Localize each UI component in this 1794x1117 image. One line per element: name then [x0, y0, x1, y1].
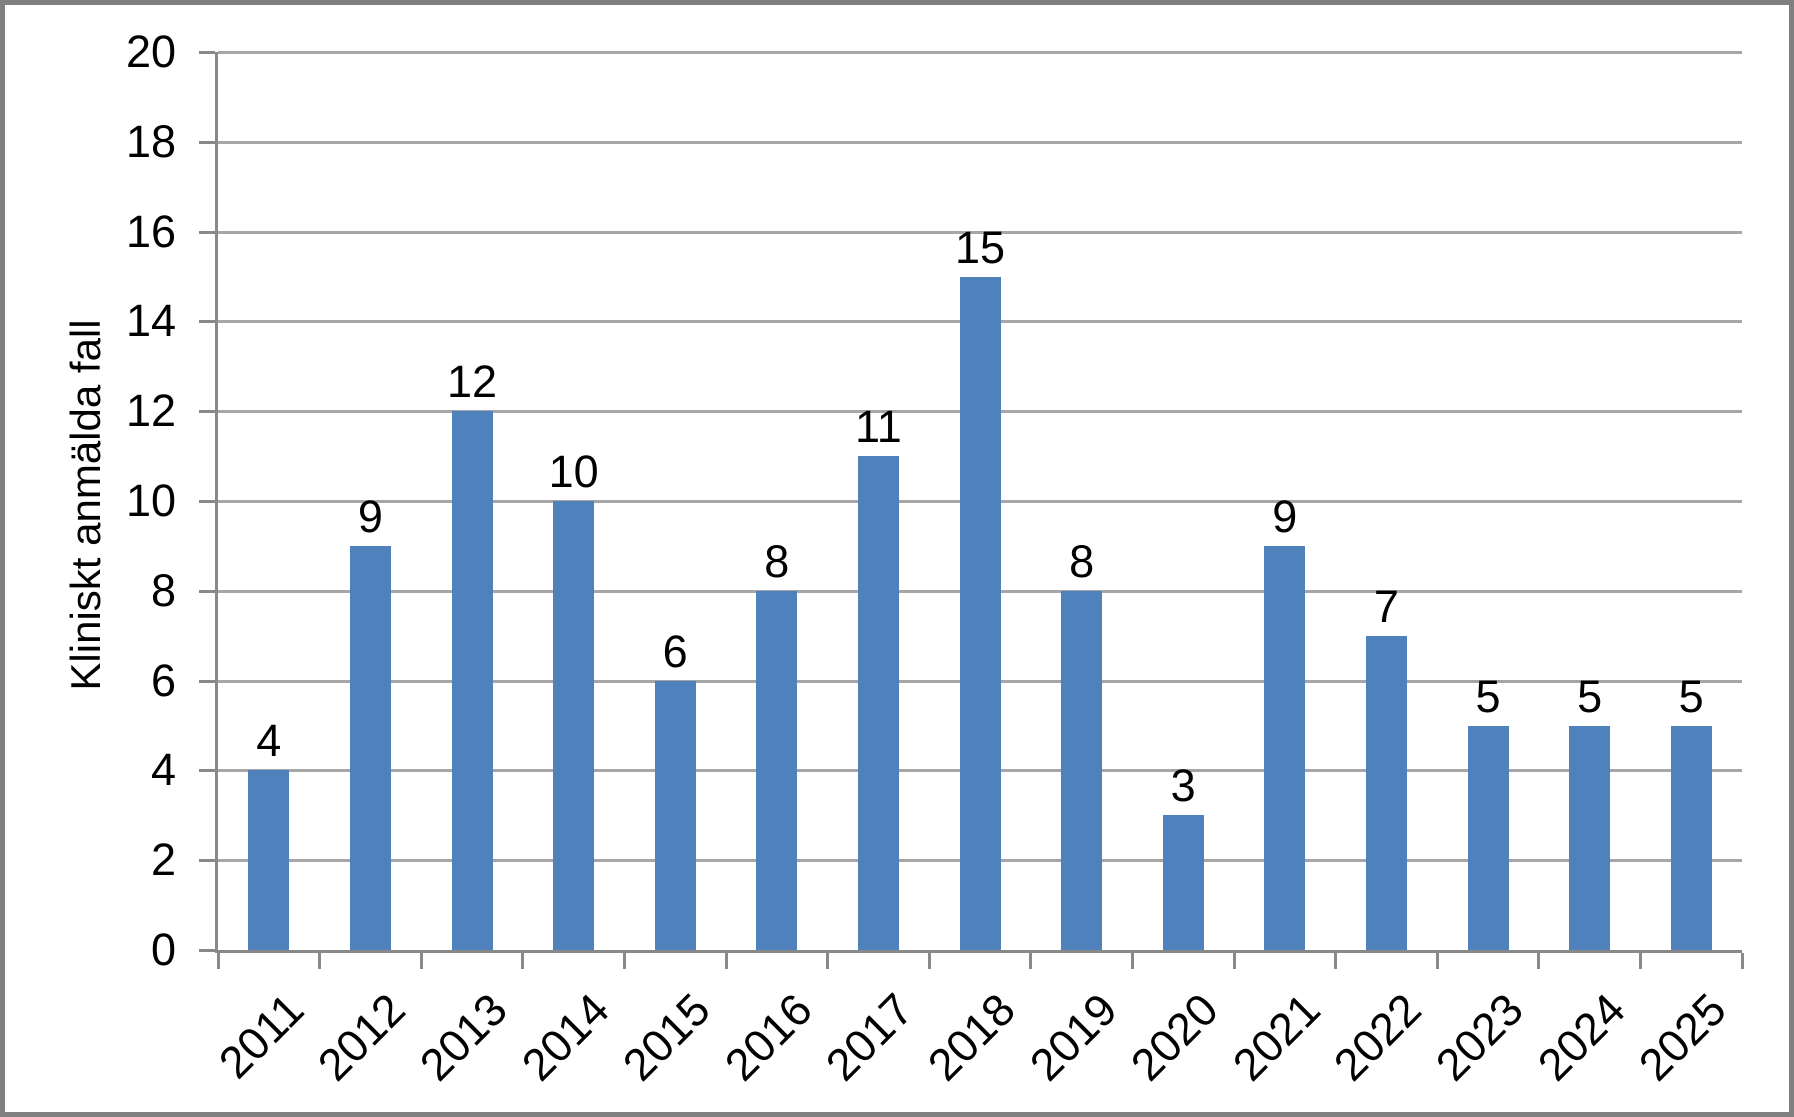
bar-2020	[1162, 815, 1204, 950]
x-tick-13	[1537, 953, 1541, 969]
y-tick-label-12: 12	[125, 385, 176, 437]
bar-value-label-2024: 5	[1577, 670, 1603, 722]
x-tick-7	[927, 953, 931, 969]
y-tick-label-4: 4	[150, 744, 176, 796]
x-tick-0	[216, 953, 220, 969]
x-tick-8	[1029, 953, 1033, 969]
bar-2017	[857, 456, 899, 950]
gridline-y-18	[218, 140, 1742, 144]
bar-value-label-2015: 6	[662, 625, 688, 677]
x-tick-label-2020: 2020	[1121, 983, 1228, 1091]
bar-value-label-2025: 5	[1678, 670, 1704, 722]
y-tick-20	[199, 51, 215, 54]
y-tick-18	[199, 140, 215, 144]
x-tick-10	[1232, 953, 1236, 969]
x-tick-label-2023: 2023	[1425, 983, 1533, 1091]
x-tick-label-2011: 2011	[208, 983, 314, 1089]
x-tick-label-2025: 2025	[1629, 983, 1736, 1091]
x-tick-label-2022: 2022	[1324, 983, 1432, 1091]
bar-2025	[1670, 725, 1712, 950]
y-tick-16	[199, 230, 215, 234]
bar-value-label-2011: 4	[256, 715, 282, 767]
y-tick-label-6: 6	[150, 654, 176, 706]
bar-2012	[349, 545, 391, 950]
x-tick-label-2016: 2016	[714, 983, 822, 1091]
bar-value-label-2018: 15	[954, 221, 1006, 273]
bar-2021	[1264, 545, 1306, 950]
gridline-y-16	[218, 230, 1742, 234]
bar-2013	[451, 411, 493, 950]
y-tick-label-14: 14	[125, 295, 176, 347]
bar-value-label-2012: 9	[357, 490, 383, 542]
bar-value-label-2017: 11	[855, 401, 902, 453]
y-tick-label-16: 16	[125, 205, 176, 257]
x-tick-12	[1435, 953, 1439, 969]
bar-value-label-2014: 10	[548, 446, 599, 497]
y-tick-8	[199, 589, 215, 593]
bar-2024	[1569, 725, 1611, 950]
x-tick-label-2019: 2019	[1019, 983, 1127, 1091]
y-tick-label-0: 0	[150, 924, 176, 975]
bar-2014	[553, 501, 595, 950]
y-tick-label-20: 20	[125, 26, 176, 77]
y-tick-10	[199, 500, 215, 503]
x-tick-3	[521, 953, 525, 969]
x-tick-14	[1638, 953, 1642, 969]
y-tick-label-8: 8	[150, 564, 176, 616]
x-tick-6	[826, 953, 830, 969]
x-tick-label-2018: 2018	[917, 983, 1025, 1091]
x-tick-15	[1740, 953, 1744, 969]
y-tick-label-18: 18	[125, 115, 176, 167]
y-tick-label-10: 10	[125, 475, 176, 526]
y-tick-14	[199, 320, 215, 324]
y-axis-line	[215, 52, 218, 950]
gridline-y-20	[218, 51, 1742, 54]
x-tick-label-2015: 2015	[613, 983, 720, 1091]
x-tick-4	[622, 953, 626, 969]
x-tick-2	[419, 953, 423, 969]
x-tick-label-2021: 2021	[1222, 983, 1330, 1091]
x-tick-label-2024: 2024	[1527, 983, 1635, 1091]
bar-2022	[1365, 635, 1407, 950]
x-axis-line	[215, 950, 1742, 953]
x-tick-11	[1334, 953, 1338, 969]
y-axis-title: Kliniskt anmälda fall	[62, 319, 109, 691]
x-tick-label-2012: 2012	[308, 983, 416, 1091]
bar-value-label-2019: 8	[1069, 535, 1095, 587]
y-tick-0	[199, 949, 215, 952]
x-tick-label-2014: 2014	[511, 983, 619, 1091]
bar-value-label-2013: 12	[446, 356, 498, 408]
bar-value-label-2021: 9	[1272, 490, 1298, 542]
bar-value-label-2016: 8	[764, 535, 790, 587]
bar-2019	[1061, 590, 1103, 950]
bar-value-label-2022: 7	[1373, 580, 1399, 632]
y-tick-label-2: 2	[150, 834, 176, 886]
x-tick-1	[318, 953, 322, 969]
x-tick-5	[724, 953, 728, 969]
y-tick-6	[199, 679, 215, 683]
bar-2023	[1467, 725, 1509, 950]
y-tick-4	[199, 769, 215, 773]
x-tick-label-2013: 2013	[409, 983, 517, 1091]
x-tick-label-2017: 2017	[816, 983, 924, 1091]
bar-value-label-2023: 5	[1475, 670, 1501, 722]
x-tick-9	[1130, 953, 1134, 969]
bar-2011	[248, 770, 290, 950]
y-tick-2	[199, 859, 215, 863]
bar-2015	[654, 680, 696, 950]
bar-value-label-2020: 3	[1170, 760, 1196, 812]
y-tick-12	[199, 410, 215, 414]
bar-2018	[959, 276, 1001, 950]
bar-2016	[756, 590, 798, 950]
